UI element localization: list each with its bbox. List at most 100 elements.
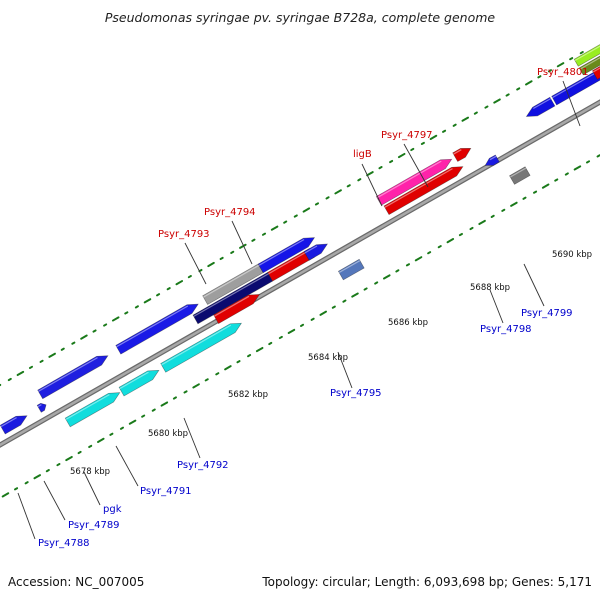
tick-mark (501, 208, 506, 212)
tick-mark (71, 341, 76, 345)
tick-mark (141, 414, 146, 418)
gene-arrow (578, 55, 600, 76)
feature-highlight (203, 264, 260, 298)
tick-mark (516, 87, 521, 91)
leader-line (17, 492, 36, 540)
tick-mark (103, 323, 108, 327)
gene-arrow (452, 147, 472, 162)
tick-mark (573, 165, 582, 171)
tick-mark (268, 341, 273, 346)
gene-arrow (118, 369, 160, 397)
tick-mark (270, 225, 279, 231)
tick-mark (187, 275, 192, 279)
gene-arrow (115, 303, 199, 355)
leader-line (562, 80, 581, 127)
gene-label-top: Psyr_4794 (204, 207, 256, 218)
tick-mark (522, 196, 527, 200)
leader-line (83, 471, 101, 506)
tick-mark (334, 189, 342, 195)
feature-highlight (338, 260, 361, 274)
backbone (0, 100, 600, 447)
feature-highlight (489, 155, 497, 161)
tick-mark (293, 214, 298, 218)
feature-highlight (258, 238, 305, 266)
tick-mark (204, 378, 209, 382)
feature-highlight (376, 160, 442, 199)
gene-label-bottom: Psyr_4799 (521, 308, 573, 319)
tick-mark (596, 154, 600, 158)
gene-label-bottom: pgk (103, 504, 122, 515)
tick-mark (219, 256, 224, 261)
feature-highlight (38, 357, 98, 392)
tick-mark (278, 335, 283, 340)
tick-mark (192, 383, 200, 389)
tick-mark (239, 243, 247, 249)
gene-arrow (36, 402, 47, 413)
tick-mark (537, 75, 542, 79)
tick-mark (48, 352, 56, 358)
gene-arrow (525, 96, 556, 117)
tick-mark (310, 317, 315, 321)
tick-mark (389, 159, 394, 164)
gene-arrow (64, 392, 121, 428)
kbp-label: 5684 kbp (308, 353, 348, 363)
tick-mark (39, 359, 44, 363)
tick-mark (569, 57, 574, 61)
tick-mark (429, 134, 438, 140)
tick-mark (525, 80, 533, 86)
gene-label-bottom: Psyr_4791 (140, 486, 192, 497)
kbp-label: 5680 kbp (148, 429, 188, 439)
tick-mark (124, 311, 129, 315)
tick-mark (215, 372, 220, 376)
tick-mark (111, 316, 120, 322)
tick-mark (357, 178, 362, 182)
tick-mark (143, 298, 152, 304)
tick-mark (556, 62, 565, 68)
leader-line (43, 480, 66, 521)
leader-line (489, 289, 504, 324)
leader-line (523, 263, 545, 307)
feature-highlight (268, 249, 311, 275)
tick-mark (255, 346, 264, 353)
tick-mark (442, 129, 447, 133)
tick-mark (469, 226, 474, 231)
tick-mark (461, 116, 470, 122)
tick-mark (437, 245, 442, 249)
feature-layer (0, 44, 600, 435)
feature-highlight (304, 245, 318, 254)
feature-highlight (579, 57, 600, 70)
tick-mark (302, 207, 311, 213)
tick-mark (183, 390, 188, 394)
tick-mark (28, 365, 34, 369)
feature-highlight (116, 305, 189, 348)
tick-mark (172, 396, 177, 400)
tick-mark (7, 377, 12, 382)
tick-mark (56, 462, 61, 467)
feature-highlight (0, 417, 17, 428)
tick-mark (1, 492, 10, 498)
accession-label: Accession: NC_007005 (8, 575, 144, 589)
tick-mark (382, 274, 391, 280)
tick-mark (378, 166, 383, 170)
gene-label-bottom: Psyr_4788 (38, 538, 90, 549)
tick-mark (88, 444, 93, 449)
tick-mark (24, 481, 29, 485)
genome-summary: Topology: circular; Length: 6,093,698 bp… (261, 575, 592, 589)
tick-mark (65, 455, 73, 462)
gene-arrow (213, 294, 261, 325)
tick-mark (505, 93, 510, 97)
tick-mark (160, 401, 169, 407)
feature-highlight (37, 404, 42, 408)
gene-arrow (0, 415, 28, 435)
tick-mark (452, 123, 457, 127)
kbp-label: 5682 kbp (228, 390, 268, 400)
tick-mark (236, 360, 241, 364)
tick-mark (156, 293, 161, 297)
gene-arrow (591, 66, 600, 80)
tick-mark (230, 250, 235, 254)
tick-mark (331, 305, 336, 309)
feature-highlight (453, 149, 462, 155)
tick-mark (175, 280, 184, 286)
leader-line (337, 351, 353, 389)
tick-mark (346, 184, 351, 188)
